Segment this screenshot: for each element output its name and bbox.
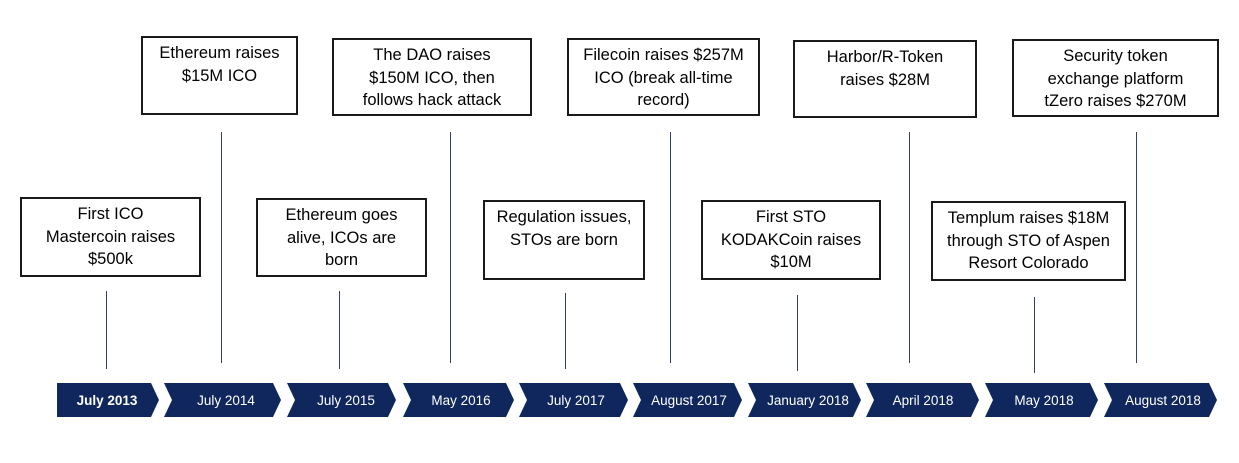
connector-line-august-2018 <box>1136 132 1137 363</box>
event-box-april-2018: Harbor/R-Token raises $28M <box>793 40 977 118</box>
connector-line-july-2017 <box>565 293 566 369</box>
connector-line-may-2018 <box>1034 297 1035 373</box>
chevron-segment-july-2015 <box>287 383 396 417</box>
event-box-july-2017: Regulation issues, STOs are born <box>483 200 645 280</box>
connector-line-january-2018 <box>797 295 798 371</box>
event-box-may-2016: The DAO raises $150M ICO, then follows h… <box>332 38 532 116</box>
chevron-segment-may-2016 <box>403 383 514 417</box>
chevron-segment-july-2017 <box>519 383 628 417</box>
chevron-segment-july-2013 <box>57 383 159 417</box>
event-box-may-2018: Templum raises $18M through STO of Aspen… <box>931 201 1126 281</box>
connector-line-may-2016 <box>450 132 451 363</box>
connector-line-july-2014 <box>221 132 222 363</box>
event-box-august-2018: Security token exchange platform tZero r… <box>1012 39 1219 117</box>
event-box-august-2017: Filecoin raises $257M ICO (break all-tim… <box>567 38 760 116</box>
connector-line-april-2018 <box>909 132 910 363</box>
chevron-segment-august-2017 <box>633 383 742 417</box>
event-box-july-2014: Ethereum raises $15M ICO <box>141 36 298 115</box>
chevron-segment-july-2014 <box>164 383 281 417</box>
connector-line-july-2015 <box>339 291 340 369</box>
event-box-january-2018: First STO KODAKCoin raises $10M <box>701 200 881 280</box>
event-box-july-2015: Ethereum goes alive, ICOs are born <box>256 198 427 277</box>
chevron-segment-april-2018 <box>866 383 979 417</box>
chevron-segment-may-2018 <box>985 383 1098 417</box>
chevron-segment-january-2018 <box>748 383 861 417</box>
event-box-july-2013: First ICO Mastercoin raises $500k <box>20 197 201 277</box>
connector-line-august-2017 <box>670 132 671 363</box>
connector-line-july-2013 <box>106 291 107 369</box>
chevron-segment-august-2018 <box>1104 383 1217 417</box>
